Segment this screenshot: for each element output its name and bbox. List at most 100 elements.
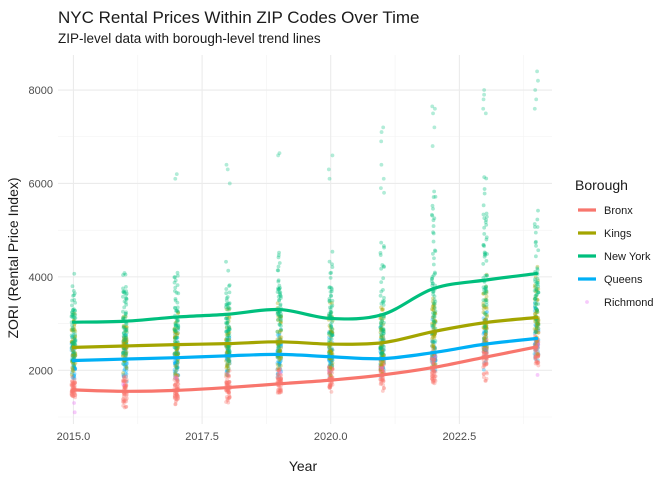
data-point — [71, 363, 76, 367]
data-point — [224, 296, 229, 301]
data-point — [224, 370, 229, 374]
data-point — [328, 349, 333, 353]
data-point — [328, 366, 332, 371]
data-point — [536, 340, 541, 344]
data-point — [535, 264, 540, 269]
data-point — [71, 333, 76, 337]
data-point — [71, 342, 76, 347]
data-point — [227, 359, 232, 363]
data-point — [173, 364, 178, 369]
data-point — [226, 329, 231, 334]
data-point — [379, 363, 384, 368]
data-point — [381, 337, 386, 342]
data-point — [328, 275, 333, 280]
data-point — [175, 358, 180, 363]
data-point — [123, 347, 128, 352]
data-point — [433, 339, 438, 343]
data-point — [380, 367, 385, 372]
data-point — [174, 347, 178, 352]
data-point — [275, 390, 280, 395]
grid-major — [58, 55, 552, 424]
data-point — [432, 305, 436, 310]
data-point — [432, 326, 437, 331]
data-point — [432, 345, 437, 350]
data-point — [73, 308, 77, 313]
data-point — [176, 324, 181, 328]
data-point — [227, 307, 232, 312]
data-point — [380, 319, 385, 324]
data-point — [433, 368, 438, 372]
data-point — [124, 324, 129, 329]
data-point — [176, 350, 180, 355]
data-point — [482, 349, 487, 354]
data-point — [532, 312, 537, 316]
data-point — [431, 319, 436, 323]
data-point — [124, 379, 129, 384]
data-point — [276, 368, 281, 372]
data-point — [225, 318, 230, 323]
data-point — [123, 335, 128, 340]
data-point — [71, 381, 76, 385]
data-point — [380, 318, 385, 323]
data-point — [172, 339, 177, 344]
data-point — [329, 333, 334, 338]
data-point — [122, 339, 127, 344]
data-point — [533, 355, 538, 360]
data-point — [71, 382, 76, 386]
data-point — [536, 290, 541, 295]
data-point — [174, 368, 178, 373]
data-point — [485, 351, 489, 355]
data-point — [431, 313, 436, 318]
data-point — [431, 368, 436, 373]
data-point — [379, 367, 384, 372]
data-point — [378, 325, 383, 330]
data-point — [175, 331, 180, 336]
data-point — [432, 345, 437, 350]
data-point — [483, 332, 488, 337]
data-point — [535, 361, 539, 366]
data-point — [534, 339, 539, 344]
data-point — [482, 232, 487, 236]
data-point — [227, 290, 232, 295]
data-point — [227, 345, 231, 350]
data-point — [379, 378, 384, 382]
data-point — [431, 206, 435, 211]
data-point — [535, 321, 540, 326]
data-point — [225, 398, 230, 403]
data-point — [380, 344, 385, 349]
data-point — [175, 308, 179, 313]
data-point — [173, 391, 177, 396]
data-point — [73, 335, 78, 339]
data-point — [432, 311, 437, 316]
data-point — [329, 350, 334, 355]
data-point — [380, 350, 385, 355]
data-point — [223, 337, 228, 342]
data-point — [483, 349, 487, 354]
data-point — [71, 307, 76, 312]
data-point — [329, 367, 334, 371]
data-point — [481, 325, 486, 330]
data-point — [329, 357, 334, 362]
data-point — [224, 344, 229, 349]
data-point — [173, 339, 177, 344]
data-point — [533, 300, 537, 305]
data-point — [227, 395, 232, 400]
data-point — [276, 310, 281, 315]
data-point — [121, 394, 126, 399]
data-point — [327, 299, 332, 304]
data-point — [533, 88, 538, 92]
data-point — [124, 284, 128, 289]
data-point — [175, 379, 180, 383]
data-point — [431, 218, 436, 223]
data-point — [484, 329, 488, 334]
data-point — [72, 377, 77, 382]
data-point — [378, 327, 383, 332]
data-point — [379, 366, 384, 371]
data-point — [484, 350, 489, 355]
data-point — [172, 383, 177, 387]
data-point — [380, 353, 385, 358]
data-point — [227, 347, 231, 352]
data-point — [176, 385, 181, 390]
data-point — [279, 314, 283, 319]
data-point — [70, 355, 75, 360]
